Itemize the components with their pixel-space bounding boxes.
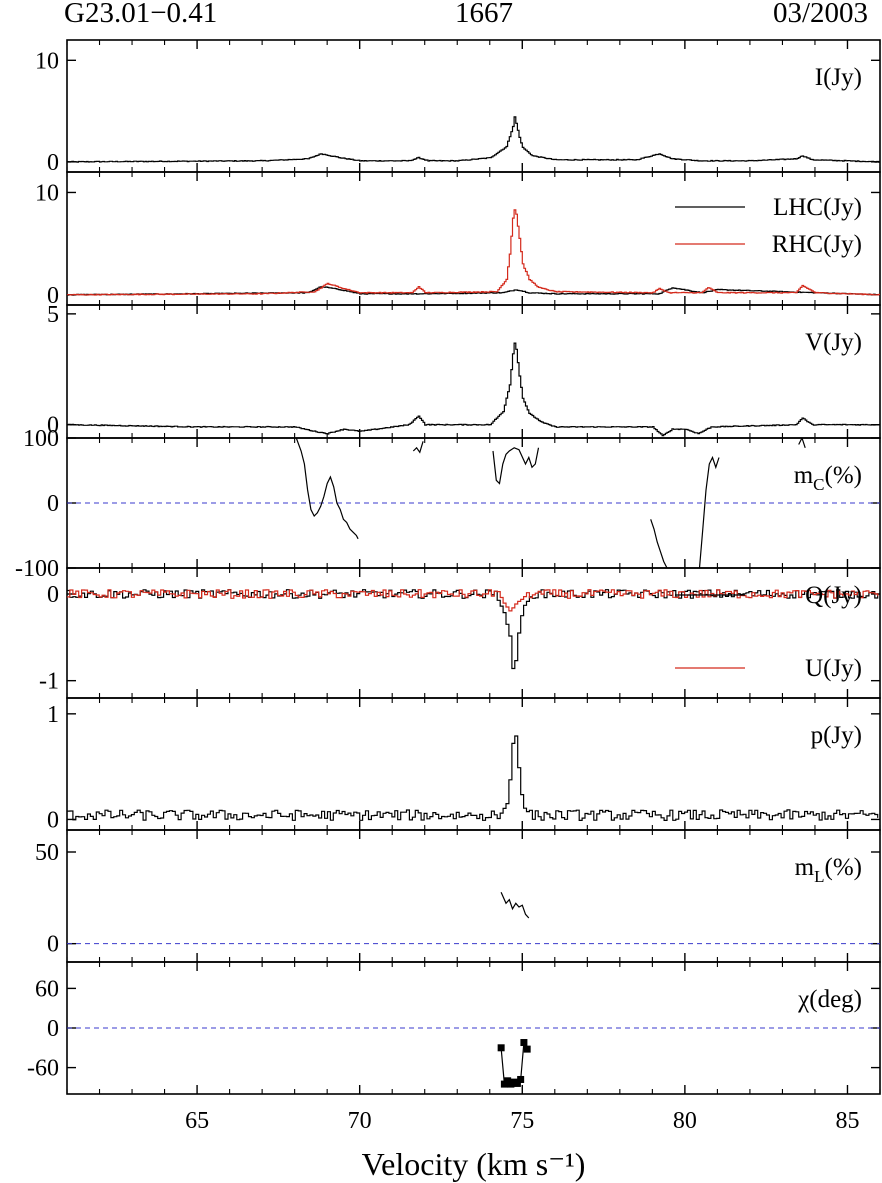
plot-area — [67, 589, 879, 670]
panel-stokes-qu: -1 0 Q(Jy) U(Jy) — [39, 567, 881, 699]
x-tick-label: 75 — [510, 1108, 534, 1134]
series-lhc-0 — [67, 342, 880, 437]
y-tick-label: 0 — [47, 491, 59, 517]
panel-pol-angle: -60 0 60 χ(deg) — [27, 961, 881, 1095]
y-tick-label: 60 — [35, 976, 59, 1002]
y-tick-label: -100 — [15, 556, 59, 582]
pa-marker — [517, 1075, 525, 1083]
y-tick-label: 0 — [47, 413, 59, 439]
panel-label: χ(deg) — [797, 986, 862, 1013]
y-tick-label: 0 — [47, 150, 59, 176]
y-tick-label: 0 — [47, 1016, 59, 1042]
panel-label: V(Jy) — [805, 329, 862, 356]
series-lhc-1 — [412, 441, 424, 454]
y-tick-label: 1 — [47, 702, 59, 728]
panel-frame — [66, 567, 881, 699]
series-lhc-3 — [650, 519, 668, 568]
pa-marker — [497, 1044, 505, 1052]
panel-frame — [66, 829, 881, 963]
series-q-0 — [67, 589, 879, 670]
panel-frac-circular: -100 0 100 mC(%) — [15, 426, 881, 582]
panel-lin-pol: 0 1 p(Jy) — [47, 697, 881, 833]
pa-marker — [523, 1045, 531, 1053]
plot-area — [67, 209, 880, 296]
panel-frame — [66, 39, 881, 173]
series-lhc-0 — [67, 116, 880, 163]
y-tick-label: -1 — [39, 669, 59, 695]
panel-frame — [66, 304, 881, 439]
y-tick-label: 5 — [47, 302, 59, 328]
x-tick-label: 70 — [348, 1108, 372, 1134]
source-name: G23.01−0.41 — [64, 0, 218, 29]
y-tick-label: 10 — [35, 180, 59, 206]
legend-label: Q(Jy) — [805, 582, 862, 609]
x-axis-label: Velocity (km s⁻¹) — [362, 1146, 586, 1182]
series-lhc-0 — [67, 735, 879, 821]
panel-stokes-v: 0 5 V(Jy) — [47, 302, 881, 439]
y-tick-label: 100 — [23, 426, 59, 452]
panel-label: p(Jy) — [811, 722, 862, 749]
legend-label: U(Jy) — [805, 655, 862, 682]
x-tick-label: 85 — [835, 1108, 859, 1134]
plot-area — [67, 342, 880, 437]
legend-label: LHC(Jy) — [773, 194, 862, 221]
y-tick-label: 0 — [47, 807, 59, 833]
plot-area — [295, 438, 806, 568]
series-lhc-0 — [500, 892, 530, 919]
series-lhc-4 — [698, 455, 720, 568]
series-lhc-5 — [798, 438, 806, 448]
panel-stokes-i: 0 10 I(Jy) — [35, 39, 881, 176]
panel-label: mL(%) — [795, 854, 862, 886]
series-rhc-1 — [67, 209, 880, 296]
observation-date: 03/2003 — [772, 0, 868, 29]
pa-marker — [513, 1079, 521, 1087]
y-tick-label: 10 — [35, 48, 59, 74]
legend-label: RHC(Jy) — [772, 231, 862, 258]
series-lhc-0 — [295, 438, 359, 540]
y-tick-label: 50 — [35, 840, 59, 866]
x-tick-label: 80 — [673, 1108, 697, 1134]
series-lhc-2 — [492, 447, 540, 485]
y-tick-label: 0 — [47, 582, 59, 608]
panel-lhc-rhc: 0 10 LHC(Jy) RHC(Jy) — [35, 171, 881, 309]
panel-frac-linear: 0 50 mL(%) — [35, 829, 881, 963]
plot-area — [67, 116, 880, 163]
y-tick-label: 0 — [47, 283, 59, 309]
panel-label: I(Jy) — [815, 64, 862, 91]
plot-area — [500, 892, 530, 919]
line-frequency: 1667 — [455, 0, 513, 29]
panel-label: mC(%) — [794, 462, 862, 494]
pa-marker — [520, 1039, 528, 1047]
y-tick-label: 0 — [47, 932, 59, 958]
plot-area — [67, 735, 879, 821]
plot-area — [497, 1039, 531, 1088]
panel-frame — [66, 171, 881, 306]
x-tick-label: 65 — [185, 1108, 209, 1134]
y-tick-label: -60 — [27, 1056, 59, 1082]
